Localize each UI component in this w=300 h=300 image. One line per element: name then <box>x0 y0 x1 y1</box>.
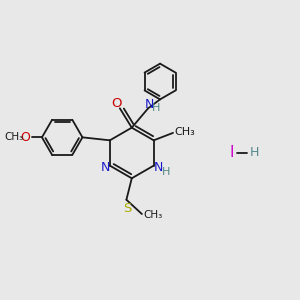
Text: O: O <box>111 97 122 110</box>
Text: N: N <box>100 160 110 174</box>
Text: S: S <box>123 202 131 214</box>
Text: I: I <box>229 146 234 160</box>
Text: H: H <box>152 103 161 113</box>
Text: CH₃: CH₃ <box>143 210 163 220</box>
Text: N: N <box>154 160 163 174</box>
Text: O: O <box>20 130 30 143</box>
Text: N: N <box>144 98 154 111</box>
Text: CH₃: CH₃ <box>175 127 195 137</box>
Text: CH₃: CH₃ <box>4 132 23 142</box>
Text: H: H <box>161 167 170 177</box>
Text: H: H <box>250 146 260 160</box>
